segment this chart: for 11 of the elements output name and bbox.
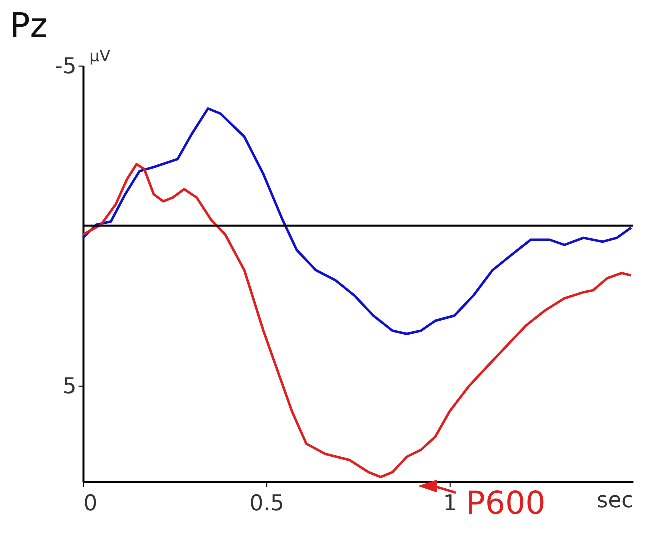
x-tick-label: 0.5 — [250, 491, 284, 516]
x-tick-label: 1 — [443, 491, 458, 516]
x-axis-title: sec — [596, 488, 634, 514]
chart-title: Pz — [10, 6, 48, 46]
annotation: P600 — [466, 486, 546, 522]
x-tick-label: 0 — [84, 491, 98, 516]
line-series — [82, 163, 633, 478]
y-tick-label: 5 — [62, 374, 77, 400]
line-series — [82, 108, 633, 336]
y-axis-title: µV — [90, 46, 111, 66]
y-tick-label: -5 — [55, 54, 77, 80]
